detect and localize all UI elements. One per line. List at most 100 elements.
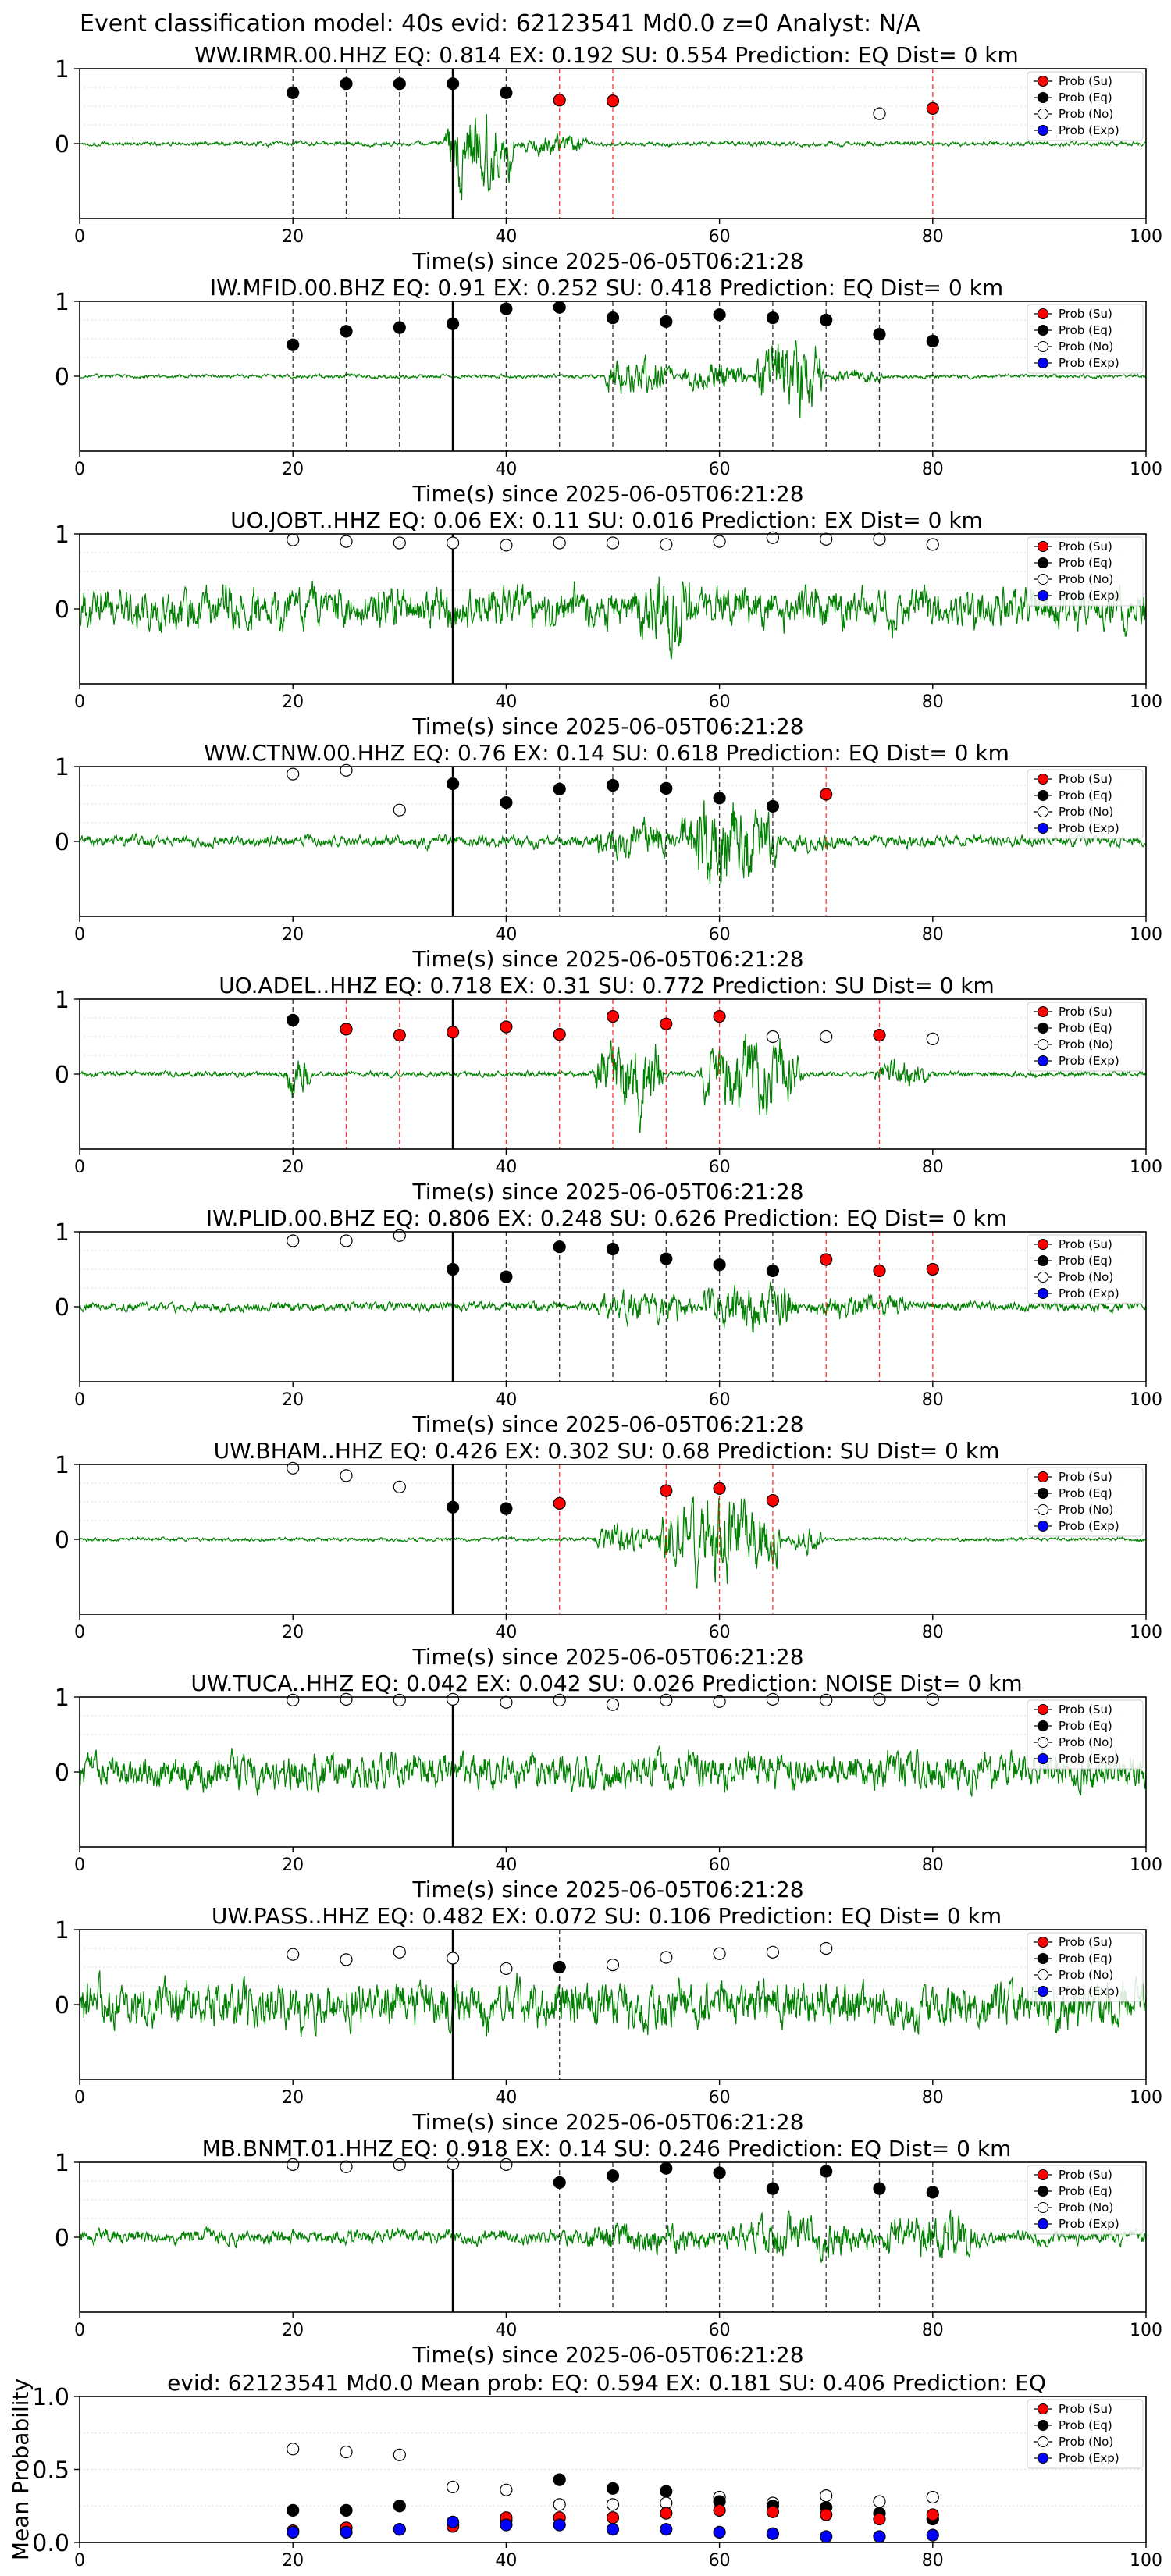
waveform-trace — [79, 1745, 1147, 1797]
legend-label: Prob (Eq) — [1059, 788, 1112, 802]
prob-marker-su — [553, 1028, 566, 1041]
legend-marker-eq — [1038, 1488, 1048, 1499]
legend: Prob (Su) Prob (Eq) Prob (No) Prob (Exp) — [1027, 1699, 1144, 1770]
prob-marker-no — [340, 535, 353, 548]
y-axis: 01 — [55, 289, 80, 391]
prob-marker-no — [287, 767, 300, 781]
prob-marker-no — [606, 1698, 620, 1711]
legend: Prob (Su) Prob (Eq) Prob (No) Prob (Exp) — [1027, 536, 1144, 607]
prob-marker-no — [500, 1962, 513, 1976]
prob-marker-no — [287, 533, 300, 546]
prob-marker-no — [873, 532, 886, 546]
prob-marker-no — [766, 531, 780, 544]
legend-box — [1027, 2165, 1144, 2235]
x-tick-label: 80 — [922, 692, 944, 712]
station-panel: UO.JOBT..HHZ EQ: 0.06 EX: 0.11 SU: 0.016… — [55, 507, 1162, 739]
x-tick-label: 40 — [495, 2321, 517, 2340]
station-panel: WW.IRMR.00.HHZ EQ: 0.814 EX: 0.192 SU: 0… — [55, 42, 1162, 274]
y-axis: 0.0 0.5 1.0 — [32, 2384, 80, 2557]
x-tick-label: 0 — [74, 2321, 85, 2340]
x-tick-label: 0 — [74, 1158, 85, 1177]
mean-prob-marker-su — [873, 2512, 886, 2526]
legend-box — [1027, 536, 1144, 607]
x-tick-label: 0 — [74, 1623, 85, 1642]
prob-marker-su — [873, 1028, 886, 1042]
x-tick-label: 20 — [282, 692, 304, 712]
prob-marker-eq — [393, 321, 406, 334]
prob-marker-eq — [500, 1502, 513, 1515]
prob-marker-no — [340, 1469, 353, 1482]
prob-marker-no — [393, 1229, 406, 1242]
x-tick-label: 80 — [922, 460, 944, 479]
legend-marker-su — [1038, 1471, 1048, 1482]
panel-title: UW.BHAM..HHZ EQ: 0.426 EX: 0.302 SU: 0.6… — [214, 1438, 1000, 1464]
mean-probability-panel: evid: 62123541 Md0.0 Mean prob: EQ: 0.59… — [8, 2370, 1162, 2571]
y-tick-label: 0 — [55, 1294, 69, 1322]
y-axis: 01 — [55, 521, 80, 624]
axes-frame — [79, 1696, 1147, 1848]
legend-label: Prob (Eq) — [1059, 91, 1112, 105]
prob-marker-eq — [820, 2165, 833, 2178]
legend-box — [1027, 1234, 1144, 1304]
legend: Prob (Su) Prob (Eq) Prob (No) Prob (Exp) — [1027, 1234, 1144, 1304]
prob-marker-eq — [766, 311, 780, 325]
prob-marker-no — [766, 1692, 780, 1706]
prob-marker-no — [713, 1695, 726, 1708]
x-axis: 0 20 40 60 80 100 — [74, 1149, 1162, 1177]
mean-prob-marker-su — [820, 2508, 833, 2521]
legend-label: Prob (No) — [1059, 1037, 1113, 1051]
legend: Prob (Su) Prob (Eq) Prob (No) Prob (Exp) — [1027, 2165, 1144, 2235]
prob-marker-eq — [340, 77, 353, 91]
prob-marker-no — [340, 763, 353, 777]
prob-marker-eq — [340, 325, 353, 338]
x-tick-label: 40 — [495, 1623, 517, 1642]
waveform-trace — [79, 340, 1147, 419]
prob-marker-eq — [446, 777, 460, 791]
legend-marker-no — [1038, 1504, 1048, 1515]
legend-label: Prob (No) — [1059, 805, 1113, 819]
legend-label: Prob (Eq) — [1059, 2184, 1112, 2198]
prob-marker-eq — [393, 77, 406, 91]
legend-label: Prob (Exp) — [1059, 1054, 1119, 1068]
prob-marker-su — [340, 1023, 353, 1036]
prob-marker-no — [287, 1948, 300, 1961]
x-axis: 0 20 40 60 80 100 — [74, 684, 1162, 712]
x-tick-label: 60 — [709, 692, 731, 712]
prob-marker-no — [606, 536, 620, 550]
x-axis: 0 20 40 60 80 100 — [74, 219, 1162, 247]
prob-marker-no — [926, 1032, 939, 1045]
x-tick-label: 0 — [74, 1390, 85, 1410]
x-tick-label: 60 — [709, 1623, 731, 1642]
prob-marker-eq — [766, 799, 780, 813]
legend-label: Prob (No) — [1059, 1735, 1113, 1749]
legend-label: Prob (No) — [1059, 572, 1113, 586]
x-tick-label: 60 — [709, 925, 731, 945]
x-axis: 0 20 40 60 80 100 — [74, 1614, 1162, 1642]
legend-box — [1027, 1699, 1144, 1770]
y-tick-label: 0 — [55, 1992, 69, 2019]
prob-marker-eq — [500, 1270, 513, 1283]
x-axis: 0 20 40 60 80 100 — [74, 2312, 1162, 2340]
x-tick-label: 100 — [1130, 460, 1162, 479]
y-tick-label: 1.0 — [32, 2384, 69, 2411]
legend-marker-exp — [1038, 1288, 1048, 1299]
x-tick-label: 60 — [709, 1390, 731, 1410]
prob-marker-su — [606, 1009, 620, 1023]
legend-label: Prob (Su) — [1059, 1005, 1112, 1019]
prob-marker-su — [606, 94, 620, 108]
station-panel: IW.PLID.00.BHZ EQ: 0.806 EX: 0.248 SU: 0… — [55, 1205, 1162, 1437]
x-tick-label: 60 — [709, 2321, 731, 2340]
legend: Prob (Su) Prob (Eq) Prob (No) Prob (Exp) — [1027, 1467, 1144, 1537]
x-tick-label: 80 — [922, 925, 944, 945]
prob-marker-no — [713, 1947, 726, 1960]
x-tick-label: 20 — [282, 1856, 304, 1875]
x-axis-label: Time(s) since 2025-06-05T06:21:28 — [411, 713, 803, 739]
x-tick-label: 60 — [709, 227, 731, 247]
prob-marker-no — [500, 539, 513, 552]
y-tick-label: 0 — [55, 1759, 69, 1787]
x-tick-label: 60 — [709, 1856, 731, 1875]
legend-label: Prob (Eq) — [1059, 323, 1112, 337]
legend-marker-exp — [1038, 1055, 1048, 1066]
prob-marker-eq — [660, 2161, 673, 2175]
y-tick-label: 0 — [55, 364, 69, 391]
